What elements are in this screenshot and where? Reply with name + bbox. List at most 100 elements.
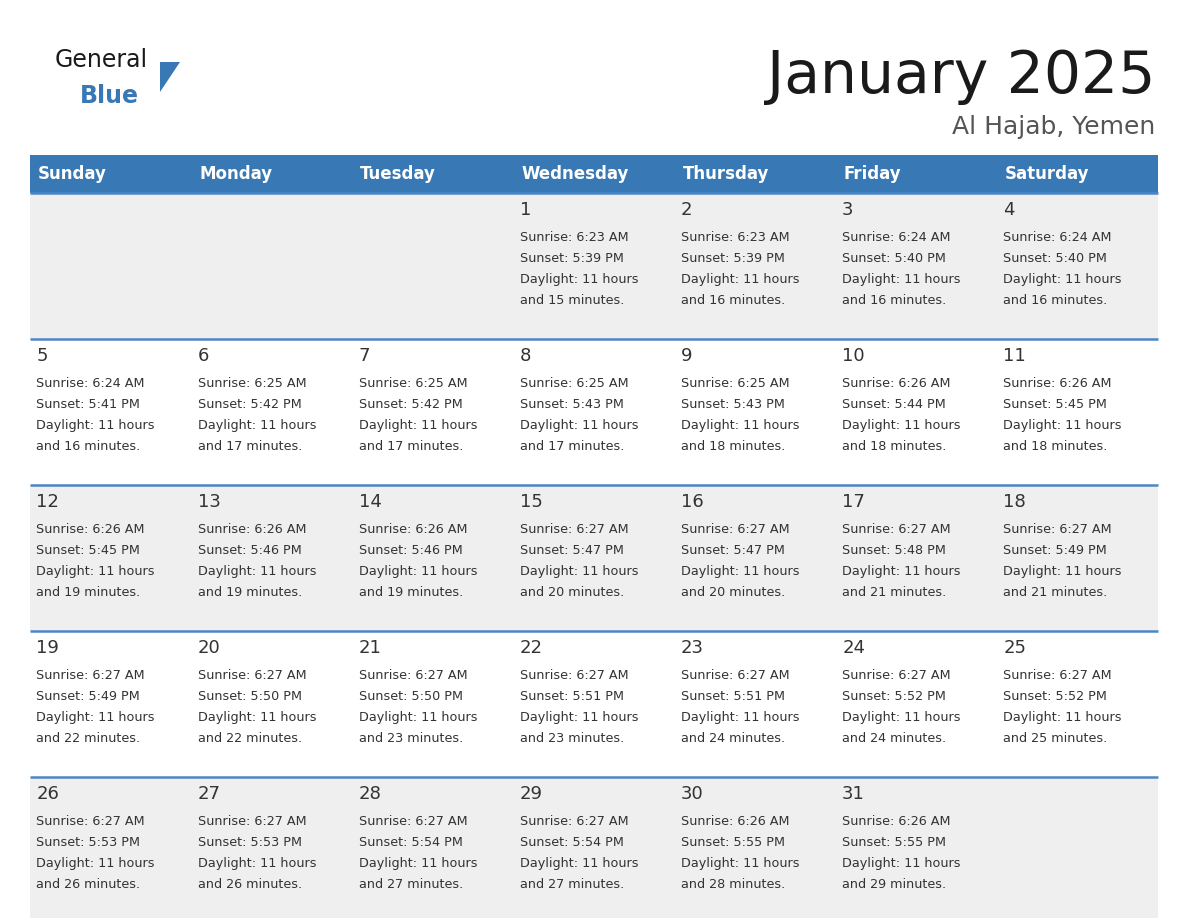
- Text: Sunset: 5:40 PM: Sunset: 5:40 PM: [842, 252, 946, 265]
- Text: Sunset: 5:44 PM: Sunset: 5:44 PM: [842, 398, 946, 411]
- Text: and 26 minutes.: and 26 minutes.: [197, 878, 302, 891]
- Text: and 28 minutes.: and 28 minutes.: [681, 878, 785, 891]
- Text: 31: 31: [842, 785, 865, 803]
- Text: Thursday: Thursday: [683, 165, 769, 183]
- Text: Sunset: 5:45 PM: Sunset: 5:45 PM: [37, 544, 140, 557]
- Text: Sunset: 5:53 PM: Sunset: 5:53 PM: [37, 836, 140, 849]
- Text: 13: 13: [197, 493, 221, 511]
- Text: Daylight: 11 hours: Daylight: 11 hours: [37, 711, 154, 724]
- Text: 18: 18: [1004, 493, 1026, 511]
- Text: Sunrise: 6:27 AM: Sunrise: 6:27 AM: [681, 523, 790, 536]
- Text: Daylight: 11 hours: Daylight: 11 hours: [359, 711, 478, 724]
- Text: Sunset: 5:50 PM: Sunset: 5:50 PM: [197, 690, 302, 703]
- Text: Daylight: 11 hours: Daylight: 11 hours: [520, 711, 638, 724]
- Text: Sunset: 5:55 PM: Sunset: 5:55 PM: [681, 836, 785, 849]
- Text: 15: 15: [520, 493, 543, 511]
- Text: and 17 minutes.: and 17 minutes.: [359, 440, 463, 453]
- Text: Sunset: 5:54 PM: Sunset: 5:54 PM: [359, 836, 462, 849]
- Text: and 22 minutes.: and 22 minutes.: [197, 732, 302, 745]
- Text: and 20 minutes.: and 20 minutes.: [681, 586, 785, 599]
- Bar: [675, 155, 835, 193]
- Text: Daylight: 11 hours: Daylight: 11 hours: [520, 857, 638, 870]
- Text: Sunset: 5:47 PM: Sunset: 5:47 PM: [681, 544, 785, 557]
- Text: and 24 minutes.: and 24 minutes.: [681, 732, 785, 745]
- Text: Al Hajab, Yemen: Al Hajab, Yemen: [952, 115, 1155, 139]
- Text: and 24 minutes.: and 24 minutes.: [842, 732, 947, 745]
- Text: Sunrise: 6:27 AM: Sunrise: 6:27 AM: [1004, 669, 1112, 682]
- Bar: [513, 155, 675, 193]
- Text: Sunset: 5:52 PM: Sunset: 5:52 PM: [842, 690, 946, 703]
- Text: Daylight: 11 hours: Daylight: 11 hours: [842, 711, 961, 724]
- Text: Sunrise: 6:27 AM: Sunrise: 6:27 AM: [520, 815, 628, 828]
- Text: Sunset: 5:45 PM: Sunset: 5:45 PM: [1004, 398, 1107, 411]
- Text: Sunset: 5:49 PM: Sunset: 5:49 PM: [37, 690, 140, 703]
- Text: Sunset: 5:43 PM: Sunset: 5:43 PM: [520, 398, 624, 411]
- Text: Sunset: 5:51 PM: Sunset: 5:51 PM: [681, 690, 785, 703]
- Text: Sunrise: 6:26 AM: Sunrise: 6:26 AM: [842, 377, 950, 390]
- Text: Daylight: 11 hours: Daylight: 11 hours: [842, 565, 961, 578]
- Text: Daylight: 11 hours: Daylight: 11 hours: [37, 857, 154, 870]
- Text: 21: 21: [359, 639, 381, 657]
- Text: 11: 11: [1004, 347, 1026, 365]
- Text: Daylight: 11 hours: Daylight: 11 hours: [520, 419, 638, 432]
- Text: 30: 30: [681, 785, 703, 803]
- Text: Sunrise: 6:24 AM: Sunrise: 6:24 AM: [37, 377, 145, 390]
- Text: and 16 minutes.: and 16 minutes.: [681, 294, 785, 307]
- Text: Monday: Monday: [200, 165, 272, 183]
- Text: and 21 minutes.: and 21 minutes.: [1004, 586, 1107, 599]
- Text: Saturday: Saturday: [1005, 165, 1089, 183]
- Text: 19: 19: [37, 639, 59, 657]
- Text: Sunset: 5:52 PM: Sunset: 5:52 PM: [1004, 690, 1107, 703]
- Text: Daylight: 11 hours: Daylight: 11 hours: [681, 565, 800, 578]
- Text: and 18 minutes.: and 18 minutes.: [681, 440, 785, 453]
- Text: 24: 24: [842, 639, 865, 657]
- Text: 29: 29: [520, 785, 543, 803]
- Text: Sunrise: 6:27 AM: Sunrise: 6:27 AM: [359, 815, 467, 828]
- Text: 14: 14: [359, 493, 381, 511]
- Text: 25: 25: [1004, 639, 1026, 657]
- Text: Sunrise: 6:27 AM: Sunrise: 6:27 AM: [359, 669, 467, 682]
- Text: Daylight: 11 hours: Daylight: 11 hours: [359, 419, 478, 432]
- Text: Friday: Friday: [843, 165, 902, 183]
- Text: Sunset: 5:42 PM: Sunset: 5:42 PM: [197, 398, 302, 411]
- Text: Sunrise: 6:27 AM: Sunrise: 6:27 AM: [37, 669, 145, 682]
- Text: Sunrise: 6:27 AM: Sunrise: 6:27 AM: [520, 523, 628, 536]
- Text: and 18 minutes.: and 18 minutes.: [842, 440, 947, 453]
- Text: Sunset: 5:55 PM: Sunset: 5:55 PM: [842, 836, 946, 849]
- Text: and 26 minutes.: and 26 minutes.: [37, 878, 140, 891]
- Text: and 16 minutes.: and 16 minutes.: [1004, 294, 1107, 307]
- Text: Daylight: 11 hours: Daylight: 11 hours: [37, 565, 154, 578]
- Text: Sunrise: 6:26 AM: Sunrise: 6:26 AM: [681, 815, 790, 828]
- Text: Sunrise: 6:27 AM: Sunrise: 6:27 AM: [842, 669, 950, 682]
- Text: January 2025: January 2025: [766, 48, 1155, 105]
- Text: Daylight: 11 hours: Daylight: 11 hours: [197, 565, 316, 578]
- Text: Sunset: 5:41 PM: Sunset: 5:41 PM: [37, 398, 140, 411]
- Text: 26: 26: [37, 785, 59, 803]
- Text: Daylight: 11 hours: Daylight: 11 hours: [197, 857, 316, 870]
- Text: and 17 minutes.: and 17 minutes.: [520, 440, 624, 453]
- Text: and 18 minutes.: and 18 minutes.: [1004, 440, 1107, 453]
- Bar: [30, 631, 1158, 777]
- Text: Sunrise: 6:24 AM: Sunrise: 6:24 AM: [1004, 231, 1112, 244]
- Text: Sunrise: 6:23 AM: Sunrise: 6:23 AM: [520, 231, 628, 244]
- Text: Daylight: 11 hours: Daylight: 11 hours: [842, 419, 961, 432]
- Text: Sunrise: 6:26 AM: Sunrise: 6:26 AM: [842, 815, 950, 828]
- Text: and 27 minutes.: and 27 minutes.: [520, 878, 624, 891]
- Bar: [997, 155, 1158, 193]
- Text: Daylight: 11 hours: Daylight: 11 hours: [520, 273, 638, 286]
- Text: Daylight: 11 hours: Daylight: 11 hours: [842, 857, 961, 870]
- Text: Daylight: 11 hours: Daylight: 11 hours: [1004, 711, 1121, 724]
- Text: Daylight: 11 hours: Daylight: 11 hours: [197, 419, 316, 432]
- Text: and 23 minutes.: and 23 minutes.: [359, 732, 463, 745]
- Bar: [30, 777, 1158, 918]
- Text: and 20 minutes.: and 20 minutes.: [520, 586, 624, 599]
- Polygon shape: [160, 62, 181, 92]
- Text: Sunday: Sunday: [38, 165, 107, 183]
- Text: 1: 1: [520, 201, 531, 219]
- Text: 23: 23: [681, 639, 704, 657]
- Text: 8: 8: [520, 347, 531, 365]
- Text: Daylight: 11 hours: Daylight: 11 hours: [681, 419, 800, 432]
- Text: 10: 10: [842, 347, 865, 365]
- Text: and 19 minutes.: and 19 minutes.: [37, 586, 140, 599]
- Text: and 19 minutes.: and 19 minutes.: [197, 586, 302, 599]
